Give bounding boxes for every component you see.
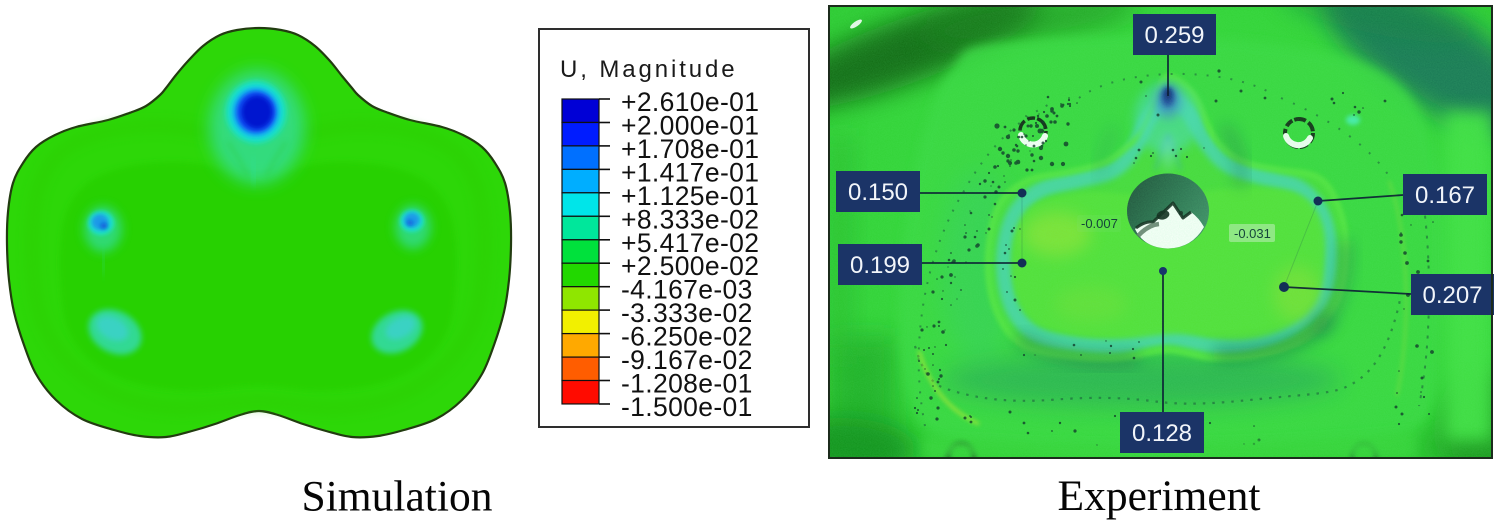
svg-text:+2.610e-01: +2.610e-01 xyxy=(621,87,759,117)
svg-text:-1.500e-01: -1.500e-01 xyxy=(621,392,753,422)
svg-text:0.128: 0.128 xyxy=(1132,420,1192,447)
svg-text:-1.208e-01: -1.208e-01 xyxy=(621,369,753,399)
svg-text:+1.125e-01: +1.125e-01 xyxy=(621,181,759,211)
svg-text:Simulation: Simulation xyxy=(302,473,493,521)
svg-text:-6.250e-02: -6.250e-02 xyxy=(621,322,753,352)
svg-text:+1.417e-01: +1.417e-01 xyxy=(621,157,759,187)
svg-text:-4.167e-03: -4.167e-03 xyxy=(621,275,753,305)
svg-text:0.199: 0.199 xyxy=(850,252,910,279)
svg-text:-3.333e-02: -3.333e-02 xyxy=(621,298,753,328)
svg-text:+2.500e-02: +2.500e-02 xyxy=(621,251,759,281)
svg-text:+8.333e-02: +8.333e-02 xyxy=(621,204,759,234)
svg-text:0.207: 0.207 xyxy=(1422,282,1482,309)
svg-text:-0.007: -0.007 xyxy=(1081,216,1118,231)
svg-text:+5.417e-02: +5.417e-02 xyxy=(621,228,759,258)
svg-text:0.150: 0.150 xyxy=(848,179,908,206)
svg-text:0.167: 0.167 xyxy=(1415,182,1475,209)
svg-text:Experiment: Experiment xyxy=(1058,472,1261,520)
svg-text:0.259: 0.259 xyxy=(1144,22,1204,49)
svg-text:+1.708e-01: +1.708e-01 xyxy=(621,134,759,164)
svg-text:-0.031: -0.031 xyxy=(1234,226,1271,241)
svg-text:U, Magnitude: U, Magnitude xyxy=(560,56,738,83)
svg-text:-9.167e-02: -9.167e-02 xyxy=(621,345,753,375)
svg-text:+2.000e-01: +2.000e-01 xyxy=(621,111,759,141)
